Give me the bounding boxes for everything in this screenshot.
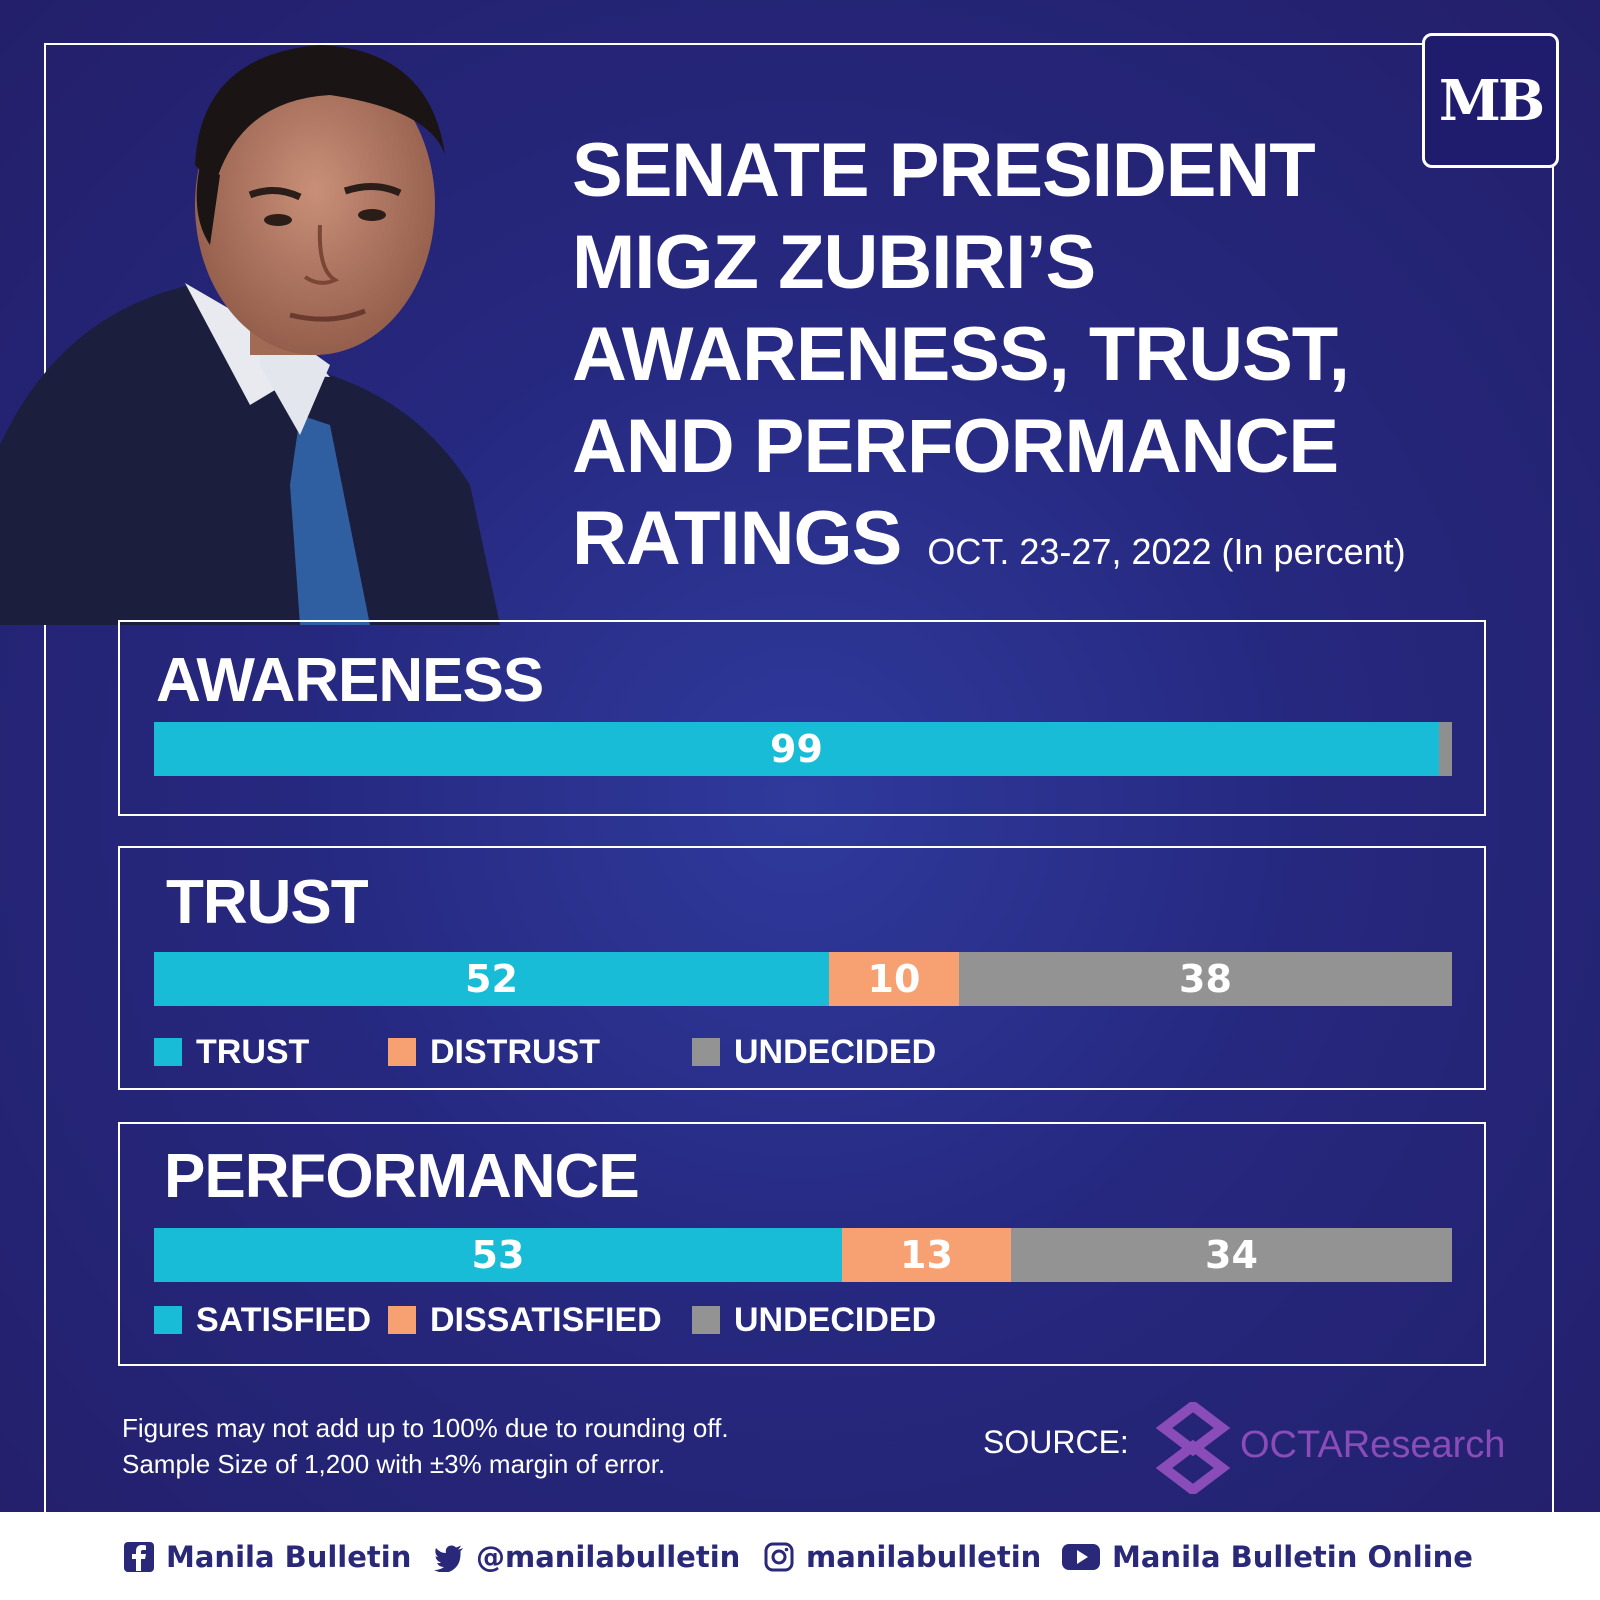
headline-line-3: AWARENESS, TRUST,	[572, 312, 1350, 397]
legend-swatch	[692, 1038, 720, 1066]
legend-item: SATISFIED	[154, 1300, 371, 1340]
performance-bar: 53 13 34	[154, 1228, 1452, 1282]
awareness-panel: AWARENESS 99	[118, 620, 1486, 816]
data-label: 52	[465, 957, 518, 1001]
youtube-icon	[1062, 1544, 1100, 1570]
legend-item: UNDECIDED	[692, 1300, 936, 1340]
bar-segment: 38	[959, 952, 1452, 1006]
footnote: Figures may not add up to 100% due to ro…	[122, 1410, 729, 1482]
date-subtitle: OCT. 23-27, 2022 (In percent)	[927, 531, 1406, 572]
legend-item: UNDECIDED	[692, 1032, 936, 1072]
legend-swatch	[692, 1306, 720, 1334]
data-label: 34	[1205, 1233, 1258, 1277]
social-footer: Manila Bulletin @manilabulletin manilabu…	[0, 1512, 1600, 1600]
legend-label: SATISFIED	[196, 1300, 372, 1339]
awareness-bar: 99	[154, 722, 1452, 776]
source-org: OCTAResearch	[1240, 1424, 1506, 1466]
footnote-line-2: Sample Size of 1,200 with ±3% margin of …	[122, 1449, 666, 1479]
instagram-link[interactable]: manilabulletin	[764, 1540, 1041, 1574]
legend-label: UNDECIDED	[734, 1032, 937, 1071]
senator-portrait	[0, 45, 500, 625]
headline-line-5: RATINGS OCT. 23-27, 2022 (In percent)	[572, 496, 1406, 581]
mb-logo: MB	[1422, 33, 1559, 168]
legend-item: TRUST	[154, 1032, 309, 1072]
headline: SENATE PRESIDENT MIGZ ZUBIRI’S AWARENESS…	[572, 125, 1472, 598]
legend-label: TRUST	[196, 1032, 310, 1071]
legend-swatch	[154, 1306, 182, 1334]
bar-segment: 53	[154, 1228, 842, 1282]
data-label: 99	[770, 727, 823, 771]
performance-title: PERFORMANCE	[164, 1142, 640, 1211]
data-label: 38	[1179, 957, 1232, 1001]
instagram-icon	[764, 1542, 794, 1572]
legend-label: DISSATISFIED	[430, 1300, 662, 1339]
legend-swatch	[388, 1306, 416, 1334]
data-label: 53	[471, 1233, 525, 1277]
bar-segment	[1439, 722, 1452, 776]
trust-bar: 52 10 38	[154, 952, 1452, 1006]
headline-line-1: SENATE PRESIDENT	[572, 128, 1316, 213]
twitter-link[interactable]: @manilabulletin	[434, 1540, 740, 1574]
bar-segment: 10	[829, 952, 959, 1006]
legend-label: DISTRUST	[430, 1032, 600, 1071]
data-label: 10	[867, 957, 921, 1001]
headline-line-4: AND PERFORMANCE	[572, 404, 1339, 489]
facebook-icon	[124, 1542, 154, 1572]
bar-segment: 99	[154, 722, 1439, 776]
awareness-title: AWARENESS	[156, 646, 544, 715]
performance-panel: PERFORMANCE 53 13 34 SATISFIED DISSATISFIED…	[118, 1122, 1486, 1366]
legend-swatch	[388, 1038, 416, 1066]
bar-segment: 52	[154, 952, 829, 1006]
youtube-link[interactable]: Manila Bulletin Online	[1062, 1540, 1473, 1574]
bar-segment: 34	[1011, 1228, 1452, 1282]
headline-line-2: MIGZ ZUBIRI’S	[572, 220, 1096, 305]
legend-item: DISSATISFIED	[388, 1300, 662, 1340]
source-label: SOURCE:	[983, 1424, 1129, 1460]
twitter-icon	[434, 1545, 463, 1572]
trust-title: TRUST	[166, 868, 369, 937]
footnote-line-1: Figures may not add up to 100% due to ro…	[122, 1413, 729, 1443]
bar-segment: 13	[842, 1228, 1011, 1282]
data-label: 13	[900, 1233, 953, 1277]
legend-item: DISTRUST	[388, 1032, 600, 1072]
legend-swatch	[154, 1038, 182, 1066]
trust-panel: TRUST 52 10 38 TRUST DISTRUST UNDECIDED	[118, 846, 1486, 1090]
legend-label: UNDECIDED	[734, 1300, 937, 1339]
facebook-link[interactable]: Manila Bulletin	[124, 1540, 411, 1574]
octa-research-logo-icon	[1155, 1402, 1231, 1494]
